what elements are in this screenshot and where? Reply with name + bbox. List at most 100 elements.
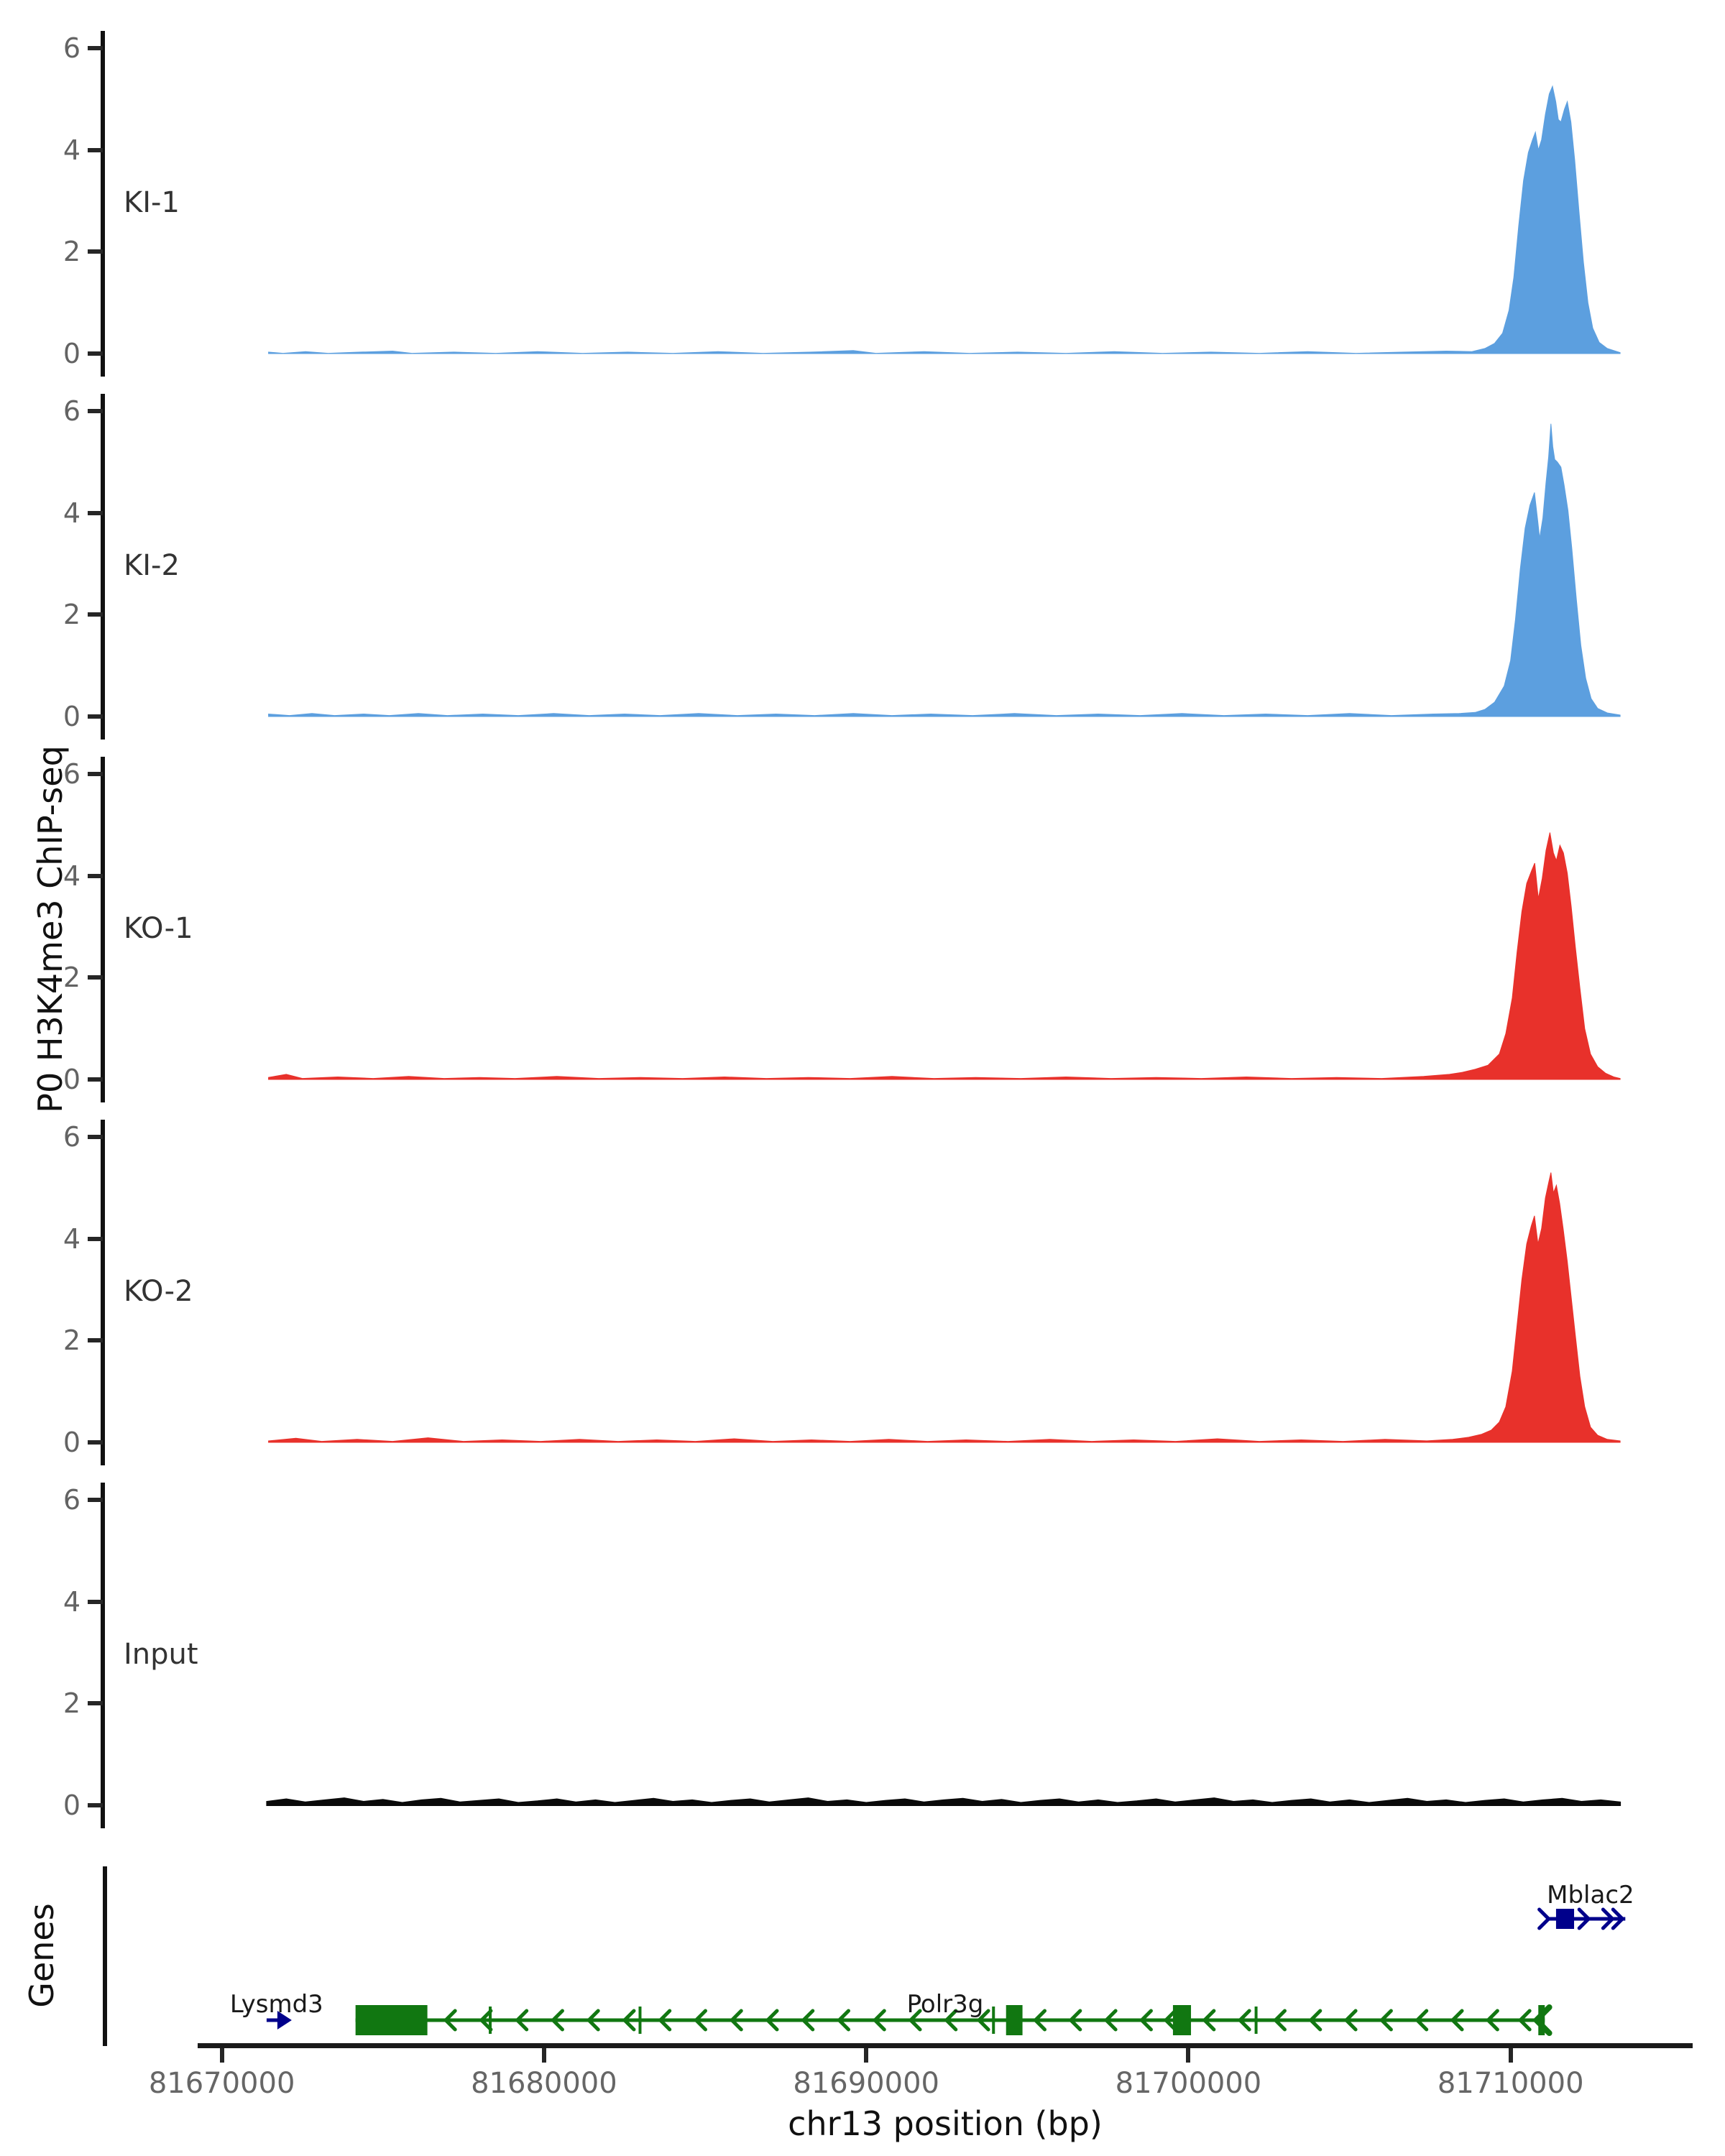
strand-arrow-right-icon [1601, 1907, 1615, 1930]
strand-arrow-left-icon [801, 2009, 815, 2032]
x-tick-label: 81710000 [1437, 2067, 1584, 2100]
track-y-axis-line [101, 757, 105, 1102]
track-label-KO-2: KO-2 [124, 1275, 193, 1308]
gene-mblac2: Mblac2 [1537, 1881, 1634, 1930]
y-tick-mark [88, 1077, 103, 1082]
y-tick-mark [88, 147, 103, 152]
y-tick-mark [88, 1701, 103, 1706]
y-tick-label: 2 [63, 1325, 80, 1357]
strand-arrow-left-icon [586, 2009, 600, 2032]
strand-arrow-left-icon [1103, 2009, 1118, 2032]
x-tick-label: 81690000 [793, 2067, 939, 2100]
x-tick-mark [1186, 2048, 1191, 2063]
y-tick-mark [88, 1338, 103, 1343]
y-tick-label: 2 [63, 1687, 80, 1720]
y-tick-label: 4 [63, 1222, 80, 1255]
gene-exon [1555, 1909, 1575, 1929]
gene-exon-tick [1254, 2007, 1258, 2034]
gene-terminal-arrow-icon [1532, 2004, 1552, 2036]
strand-arrow-left-icon [1343, 2009, 1358, 2032]
y-tick-mark [88, 249, 103, 254]
strand-arrow-right-icon [1537, 1907, 1552, 1930]
x-tick-mark [864, 2048, 869, 2063]
signal-area-Input [266, 1797, 1622, 1806]
y-tick-mark [88, 1599, 103, 1604]
y-tick-label: 0 [63, 701, 80, 732]
y-tick-label: 6 [63, 758, 80, 790]
strand-arrow-left-icon [443, 2009, 457, 2032]
strand-arrow-left-icon [836, 2009, 851, 2032]
x-tick-label: 81670000 [148, 2067, 295, 2100]
y-tick-label: 6 [63, 395, 80, 427]
strand-arrow-left-icon [1237, 2009, 1251, 2032]
strand-arrow-left-icon [1138, 2009, 1153, 2032]
track-y-axis-line [101, 1483, 105, 1828]
strand-arrow-left-icon [908, 2009, 922, 2032]
genes-panel-title: Genes [22, 1903, 61, 2008]
y-tick-label: 0 [63, 338, 80, 369]
gene-name-label: Mblac2 [1547, 1881, 1634, 1909]
strand-arrow-left-icon [515, 2009, 529, 2032]
strand-arrow-left-icon [1032, 2009, 1047, 2032]
track-label-KI-1: KI-1 [124, 186, 180, 219]
y-tick-mark [88, 612, 103, 617]
y-tick-mark [88, 351, 103, 356]
strand-arrow-left-icon [976, 2009, 990, 2032]
signal-area-KO-2 [268, 1172, 1621, 1443]
y-tick-label: 4 [63, 1585, 80, 1618]
gene-polr3g: Polr3g [355, 1990, 1552, 2036]
y-tick-label: 0 [63, 1064, 80, 1095]
strand-arrow-right-icon [1577, 1907, 1591, 1930]
gene-lysmd3: Lysmd3 [230, 1990, 323, 2030]
y-tick-label: 4 [63, 860, 80, 892]
y-tick-mark [88, 1236, 103, 1241]
y-tick-mark [88, 1440, 103, 1445]
gene-arrowhead-icon [277, 2011, 292, 2030]
y-tick-label: 2 [63, 599, 80, 631]
strand-arrow-left-icon [1414, 2009, 1429, 2032]
track-y-axis-line [101, 1120, 105, 1465]
y-tick-mark [88, 1803, 103, 1807]
strand-arrow-left-icon [872, 2009, 886, 2032]
x-tick-mark [541, 2048, 546, 2063]
strand-arrow-right-icon [1611, 1907, 1625, 1930]
y-tick-label: 4 [63, 134, 80, 166]
track-label-Input: Input [124, 1638, 198, 1671]
y-tick-mark [88, 409, 103, 413]
strand-arrow-left-icon [479, 2009, 493, 2032]
y-tick-mark [88, 510, 103, 515]
strand-arrow-left-icon [1379, 2009, 1393, 2032]
y-tick-mark [88, 714, 103, 719]
strand-arrow-left-icon [622, 2009, 636, 2032]
gene-exon [355, 2005, 428, 2035]
strand-arrow-left-icon [1272, 2009, 1287, 2032]
x-axis-line [198, 2043, 1693, 2048]
genes-axis-line [103, 1866, 107, 2046]
x-tick-label: 81700000 [1115, 2067, 1262, 2100]
gene-exon [1538, 2005, 1545, 2035]
gene-exon-tick [489, 2007, 492, 2034]
strand-arrow-left-icon [1163, 2009, 1177, 2032]
y-tick-mark [88, 1498, 103, 1502]
strand-arrow-left-icon [729, 2009, 743, 2032]
track-label-KI-2: KI-2 [124, 549, 180, 582]
y-tick-mark [88, 46, 103, 50]
strand-arrow-left-icon [1308, 2009, 1322, 2032]
strand-arrow-left-icon [1202, 2009, 1216, 2032]
strand-arrow-left-icon [1450, 2009, 1464, 2032]
strand-arrow-left-icon [1485, 2009, 1499, 2032]
y-tick-mark [88, 1135, 103, 1139]
x-axis-title: chr13 position (bp) [788, 2104, 1103, 2143]
strand-arrow-left-icon [765, 2009, 779, 2032]
x-tick-label: 81680000 [471, 2067, 617, 2100]
y-tick-mark [88, 772, 103, 776]
gene-exon-tick [638, 2007, 642, 2034]
y-tick-label: 0 [63, 1427, 80, 1458]
y-tick-label: 6 [63, 1484, 80, 1516]
strand-arrow-left-icon [693, 2009, 707, 2032]
gene-exon-tick [992, 2007, 995, 2034]
y-tick-label: 2 [63, 236, 80, 268]
track-y-axis-line [101, 31, 105, 377]
track-y-axis-line [101, 394, 105, 740]
